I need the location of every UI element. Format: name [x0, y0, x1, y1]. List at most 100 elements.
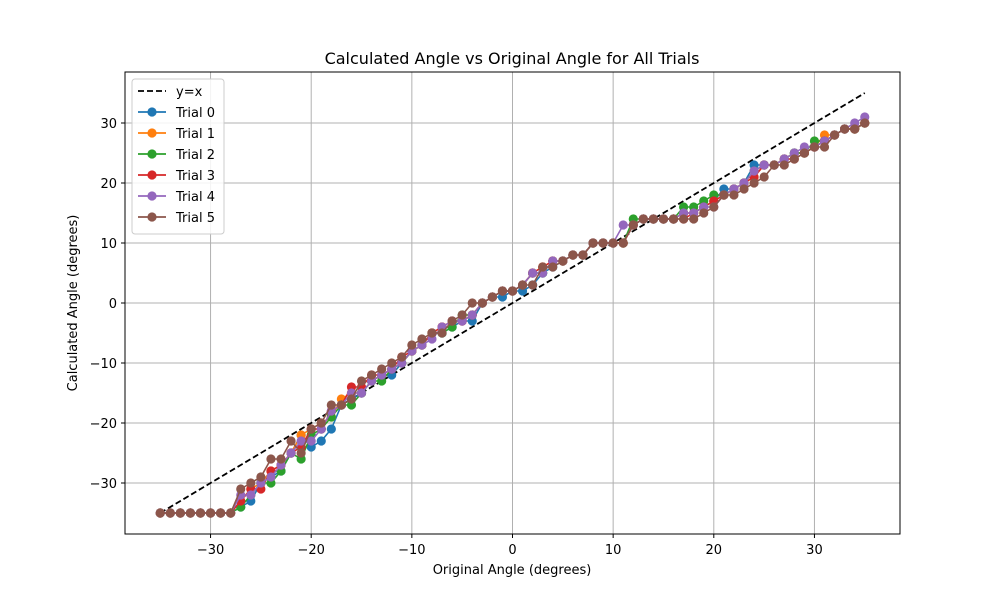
- data-point-trial-5: [306, 424, 316, 434]
- data-point-trial-4: [296, 436, 306, 446]
- y-tick-label: −20: [90, 417, 117, 432]
- data-point-trial-5: [739, 184, 749, 194]
- data-point-trial-4: [246, 490, 256, 500]
- data-point-trial-5: [336, 400, 346, 410]
- data-point-trial-5: [860, 118, 870, 128]
- data-point-trial-5: [598, 238, 608, 248]
- data-point-trial-5: [558, 256, 568, 266]
- data-point-trial-5: [366, 370, 377, 380]
- x-tick-label: 30: [806, 543, 823, 558]
- data-point-trial-5: [850, 124, 860, 134]
- data-point-trial-5: [679, 214, 689, 224]
- data-point-trial-5: [397, 352, 407, 362]
- chart-title: Calculated Angle vs Original Angle for A…: [325, 49, 700, 68]
- legend: y=x Trial 0 Trial 1 Trial 2 Trial 3 Trial 4 Tr…: [131, 78, 225, 235]
- data-point-trial-5: [618, 238, 628, 248]
- data-point-trial-4: [759, 160, 769, 170]
- data-point-trial-5: [377, 364, 387, 374]
- data-point-trial-5: [155, 508, 165, 518]
- x-tick-label: −10: [398, 543, 425, 558]
- legend-label: Trial 2: [175, 148, 215, 163]
- data-point-trial-5: [749, 178, 759, 188]
- data-point-trial-5: [276, 454, 286, 464]
- data-point-trial-5: [719, 190, 729, 200]
- data-point-trial-5: [226, 508, 236, 518]
- data-point-trial-4: [467, 310, 477, 320]
- data-point-trial-4: [618, 220, 628, 230]
- y-tick-label: −10: [90, 357, 117, 372]
- data-point-trial-5: [729, 190, 739, 200]
- legend-swatch-marker: [147, 191, 157, 201]
- data-point-trial-5: [769, 160, 779, 170]
- y-tick-label: 30: [100, 117, 117, 132]
- data-point-trial-5: [779, 160, 789, 170]
- data-point-trial-5: [205, 508, 216, 518]
- legend-label: Trial 0: [175, 106, 215, 121]
- y-tick-label: −30: [90, 477, 117, 492]
- data-point-trial-5: [689, 214, 699, 224]
- data-point-trial-4: [356, 388, 367, 398]
- legend-label: Trial 5: [175, 211, 215, 226]
- data-point-trial-5: [356, 376, 367, 386]
- data-point-trial-5: [286, 436, 296, 446]
- x-tick-label: −20: [297, 543, 324, 558]
- data-point-trial-5: [326, 400, 336, 410]
- x-tick-label: 10: [605, 543, 622, 558]
- plot-area: [155, 92, 870, 518]
- y-tick-label: 0: [109, 297, 117, 312]
- data-point-trial-4: [306, 436, 316, 446]
- y-tick-label: 10: [100, 237, 117, 252]
- data-point-trial-4: [528, 268, 538, 278]
- ticks: −30 −20 −10 0 10 20 30 −30 −20 −10 0 10 20 30: [90, 117, 823, 558]
- data-point-trial-5: [477, 298, 487, 308]
- data-point-trial-5: [236, 484, 246, 494]
- data-point-trial-5: [437, 328, 447, 338]
- data-point-trial-5: [447, 316, 457, 326]
- data-point-trial-4: [286, 448, 296, 458]
- data-point-trial-5: [517, 280, 528, 290]
- data-point-trial-5: [266, 454, 276, 464]
- legend-swatch-marker: [147, 149, 157, 159]
- legend-swatch-marker: [147, 170, 157, 180]
- data-point-trial-5: [185, 508, 196, 518]
- data-point-trial-5: [195, 508, 206, 518]
- data-point-trial-5: [175, 508, 185, 518]
- legend-label: Trial 3: [175, 169, 215, 184]
- y-axis-label: Calculated Angle (degrees): [66, 215, 81, 392]
- data-point-trial-5: [417, 334, 427, 344]
- data-point-trial-5: [487, 292, 497, 302]
- data-point-trial-5: [538, 262, 548, 272]
- x-tick-label: 0: [508, 543, 516, 558]
- data-point-trial-5: [165, 508, 175, 518]
- data-point-trial-5: [246, 478, 256, 488]
- data-point-trial-5: [507, 286, 518, 296]
- legend-label: Trial 1: [175, 127, 215, 142]
- data-point-trial-5: [256, 472, 266, 482]
- data-point-trial-5: [346, 394, 357, 404]
- data-point-trial-5: [387, 358, 397, 368]
- data-point-trial-5: [809, 142, 820, 152]
- legend-swatch-marker: [147, 212, 157, 222]
- data-point-trial-5: [407, 340, 417, 350]
- data-point-trial-5: [497, 286, 508, 296]
- data-point-trial-5: [829, 130, 840, 140]
- data-point-trial-5: [799, 148, 809, 158]
- legend-label: y=x: [176, 85, 203, 100]
- data-point-trial-5: [427, 328, 437, 338]
- data-point-trial-5: [608, 238, 618, 248]
- data-point-trial-5: [628, 220, 638, 230]
- data-point-trial-5: [548, 262, 558, 272]
- data-point-trial-5: [789, 154, 799, 164]
- data-point-trial-5: [528, 280, 538, 290]
- data-point-trial-5: [658, 214, 669, 224]
- x-tick-label: 20: [706, 543, 723, 558]
- data-point-trial-5: [467, 298, 477, 308]
- data-point-trial-5: [568, 250, 578, 260]
- x-axis-label: Original Angle (degrees): [433, 563, 592, 578]
- data-point-trial-5: [588, 238, 598, 248]
- data-point-trial-5: [759, 172, 769, 182]
- legend-label: Trial 4: [175, 190, 215, 205]
- data-point-trial-0: [316, 436, 326, 446]
- data-point-trial-5: [296, 448, 306, 458]
- data-point-trial-5: [316, 418, 326, 428]
